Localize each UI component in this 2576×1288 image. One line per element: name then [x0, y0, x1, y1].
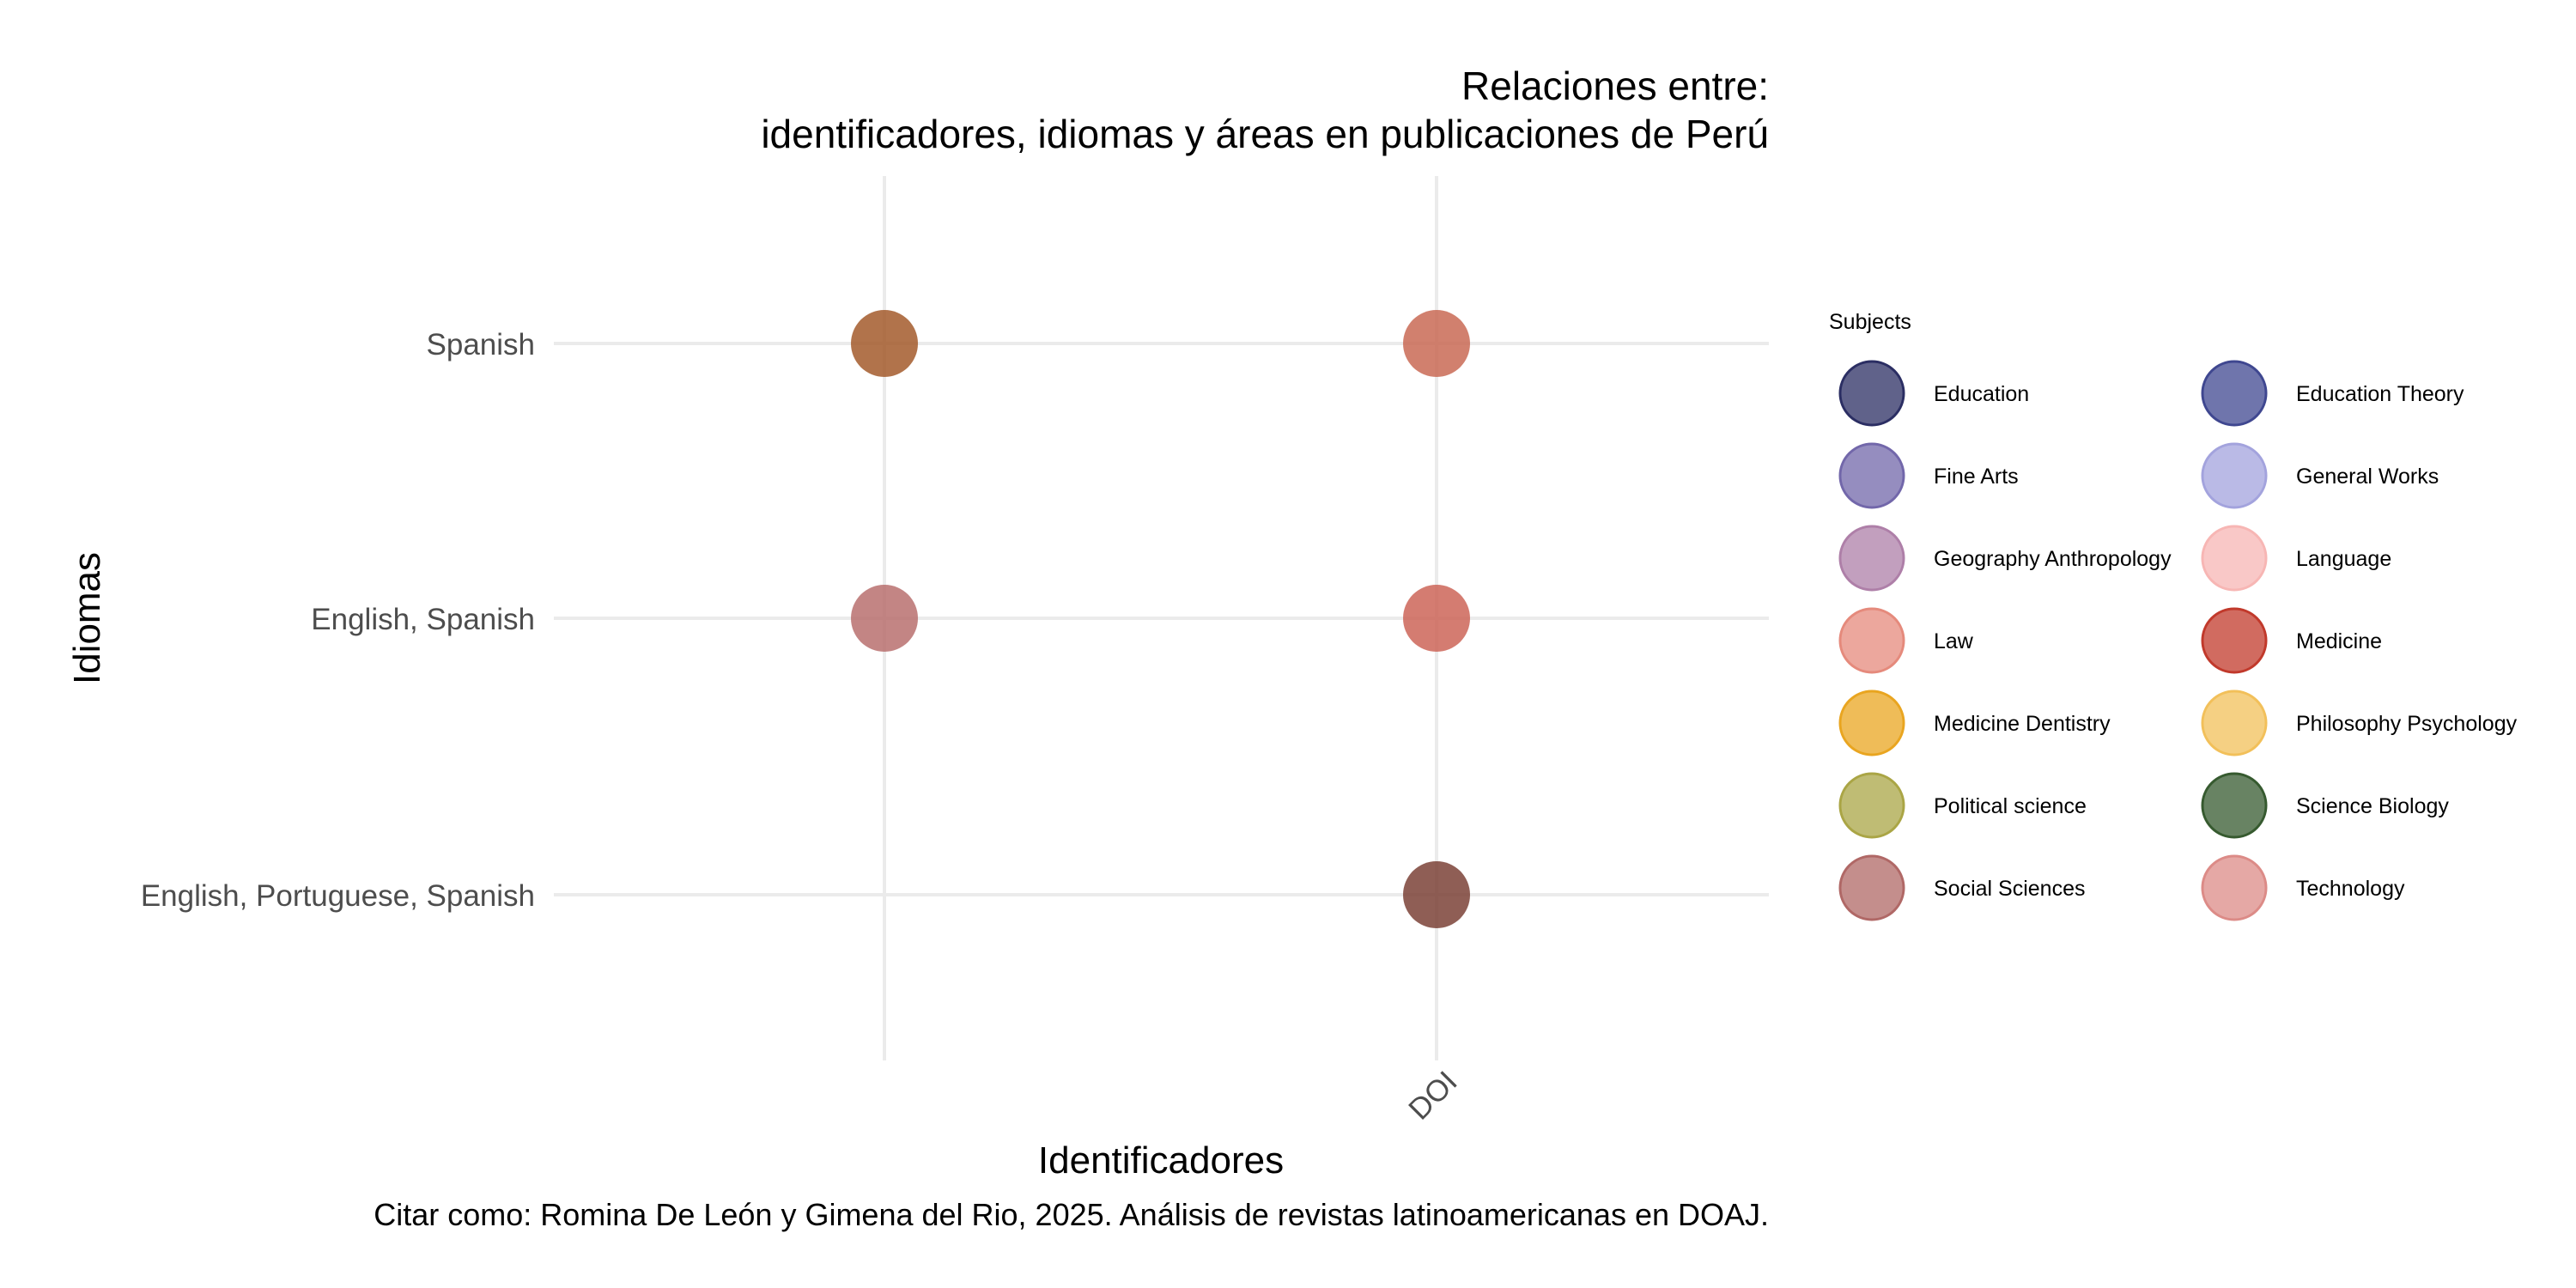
legend-item: Social Sciences: [1838, 854, 2085, 921]
y-tick-labels: English, Portuguese, Spanish English, Spa…: [141, 328, 535, 913]
legend-label: Social Sciences: [1934, 877, 2085, 901]
legend-swatch: [1838, 854, 1905, 921]
y-tick-label: English, Spanish: [311, 603, 535, 636]
legend-swatch: [1838, 690, 1905, 756]
legend-label: Medicine: [2296, 629, 2382, 653]
data-point: [1403, 861, 1470, 928]
caption: Citar como: Romina De León y Gimena del …: [374, 1197, 1769, 1232]
legend-label: Fine Arts: [1934, 465, 2019, 489]
legend-swatch: [2201, 690, 2268, 756]
legend-swatch: [1838, 772, 1905, 839]
legend-swatch: [2201, 854, 2268, 921]
legend-label: Philosophy Psychology: [2296, 712, 2518, 736]
legend-label: General Works: [2296, 465, 2439, 489]
legend-label: Political science: [1934, 794, 2087, 818]
legend-swatch: [2201, 525, 2268, 592]
data-point: [1403, 585, 1470, 652]
legend-item: Fine Arts: [1838, 442, 2019, 509]
legend-swatch: [2201, 772, 2268, 839]
y-tick-label: English, Portuguese, Spanish: [141, 879, 535, 913]
legend-item: Education Theory: [2201, 360, 2464, 427]
legend-title: Subjects: [1829, 310, 1911, 334]
data-points: [851, 310, 1470, 928]
legend-item: Medicine Dentistry: [1838, 690, 2111, 756]
legend: Education Education Theory Fine Arts Genera…: [1838, 360, 2518, 921]
legend-item: General Works: [2201, 442, 2439, 509]
x-axis-label: Identificadores: [1038, 1139, 1284, 1182]
legend-label: Education Theory: [2296, 382, 2464, 406]
legend-label: Science Biology: [2296, 794, 2449, 818]
y-tick-label: Spanish: [427, 328, 535, 361]
data-point: [851, 585, 918, 652]
legend-label: Education: [1934, 382, 2029, 406]
legend-item: Medicine: [2201, 607, 2382, 674]
legend-item: Geography Anthropology: [1838, 525, 2172, 592]
legend-label: Technology: [2296, 877, 2405, 901]
legend-label: Language: [2296, 547, 2391, 571]
y-axis-label: Idiomas: [66, 552, 108, 684]
legend-swatch: [1838, 360, 1905, 427]
legend-item: Philosophy Psychology: [2201, 690, 2518, 756]
legend-label: Law: [1934, 629, 1974, 653]
legend-swatch: [2201, 442, 2268, 509]
legend-label: Geography Anthropology: [1934, 547, 2172, 571]
legend-swatch: [2201, 360, 2268, 427]
legend-item: Science Biology: [2201, 772, 2449, 839]
legend-item: Political science: [1838, 772, 2087, 839]
chart-title: Relaciones entre:: [1461, 64, 1769, 108]
data-point: [851, 310, 918, 377]
legend-swatch: [2201, 607, 2268, 674]
data-point: [1403, 310, 1470, 377]
legend-item: Technology: [2201, 854, 2405, 921]
legend-swatch: [1838, 525, 1905, 592]
legend-label: Medicine Dentistry: [1934, 712, 2111, 736]
legend-swatch: [1838, 442, 1905, 509]
legend-swatch: [1838, 607, 1905, 674]
legend-item: Language: [2201, 525, 2391, 592]
gridlines: [554, 176, 1769, 1060]
chart-subtitle: identificadores, idiomas y áreas en publ…: [761, 112, 1769, 156]
legend-item: Education: [1838, 360, 2029, 427]
x-tick-labels: DOI: [1402, 1065, 1464, 1127]
legend-item: Law: [1838, 607, 1974, 674]
x-tick-label: DOI: [1402, 1065, 1464, 1127]
